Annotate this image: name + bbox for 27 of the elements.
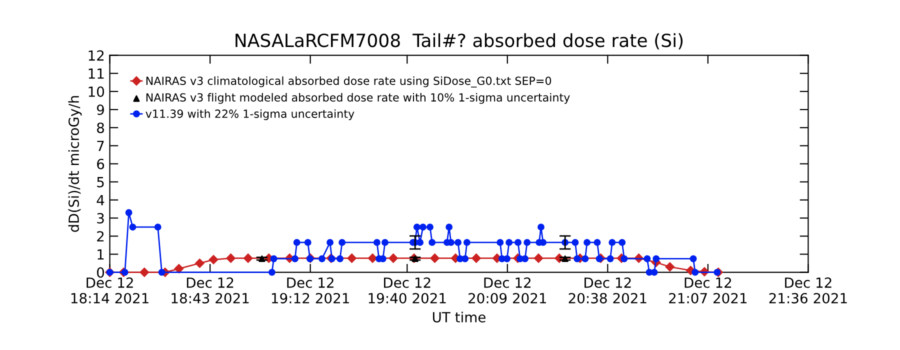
x-tick-label: Dec 12 18:14 2021 bbox=[71, 277, 148, 304]
y-tick-label: 6 bbox=[97, 158, 104, 170]
y-axis-title: dD(Si)/dt microGy/h bbox=[68, 96, 82, 232]
y-tick-label: 2 bbox=[97, 231, 104, 242]
x-tick-label: Dec 12 18:43 2021 bbox=[172, 277, 249, 304]
x-tick-label: Dec 12 20:09 2021 bbox=[468, 277, 546, 304]
y-tick-label: 0 bbox=[97, 267, 104, 278]
legend-label: v11.39 with 22% 1-sigma uncertainty bbox=[146, 109, 354, 120]
y-tick-label: 8 bbox=[97, 122, 104, 134]
x-axis-title: UT time bbox=[432, 312, 486, 322]
x-tick-label: Dec 12 20:38 2021 bbox=[568, 277, 646, 304]
x-tick-label: Dec 12 19:40 2021 bbox=[368, 277, 446, 304]
y-tick-label: 7 bbox=[97, 140, 104, 151]
y-tick-label: 9 bbox=[96, 104, 104, 116]
x-tick-label: Dec 12 19:12 2021 bbox=[272, 277, 349, 304]
y-tick-label: 5 bbox=[97, 177, 104, 188]
x-tick-label: Dec 12 21:36 2021 bbox=[769, 277, 847, 304]
y-tick-label: 1 bbox=[98, 249, 104, 260]
x-tick-label: Dec 12 21:07 2021 bbox=[669, 277, 747, 304]
y-tick-label: 3 bbox=[97, 213, 104, 224]
y-tick-label: 4 bbox=[96, 195, 104, 206]
legend-label: NAIRAS v3 flight modeled absorbed dose rate with 10% 1-sigma uncertainty bbox=[146, 93, 570, 104]
y-tick-label: 12 bbox=[88, 50, 104, 61]
chart-title: NASALaRCFM7008 Tail#? absorbed dose rate (Si) bbox=[236, 33, 683, 50]
y-tick-label: 11 bbox=[88, 68, 104, 79]
y-tick-label: 10 bbox=[88, 86, 104, 97]
legend-label: NAIRAS v3 climatological absorbed dose rate using SiDose_G0.txt SEP=0 bbox=[146, 76, 552, 88]
